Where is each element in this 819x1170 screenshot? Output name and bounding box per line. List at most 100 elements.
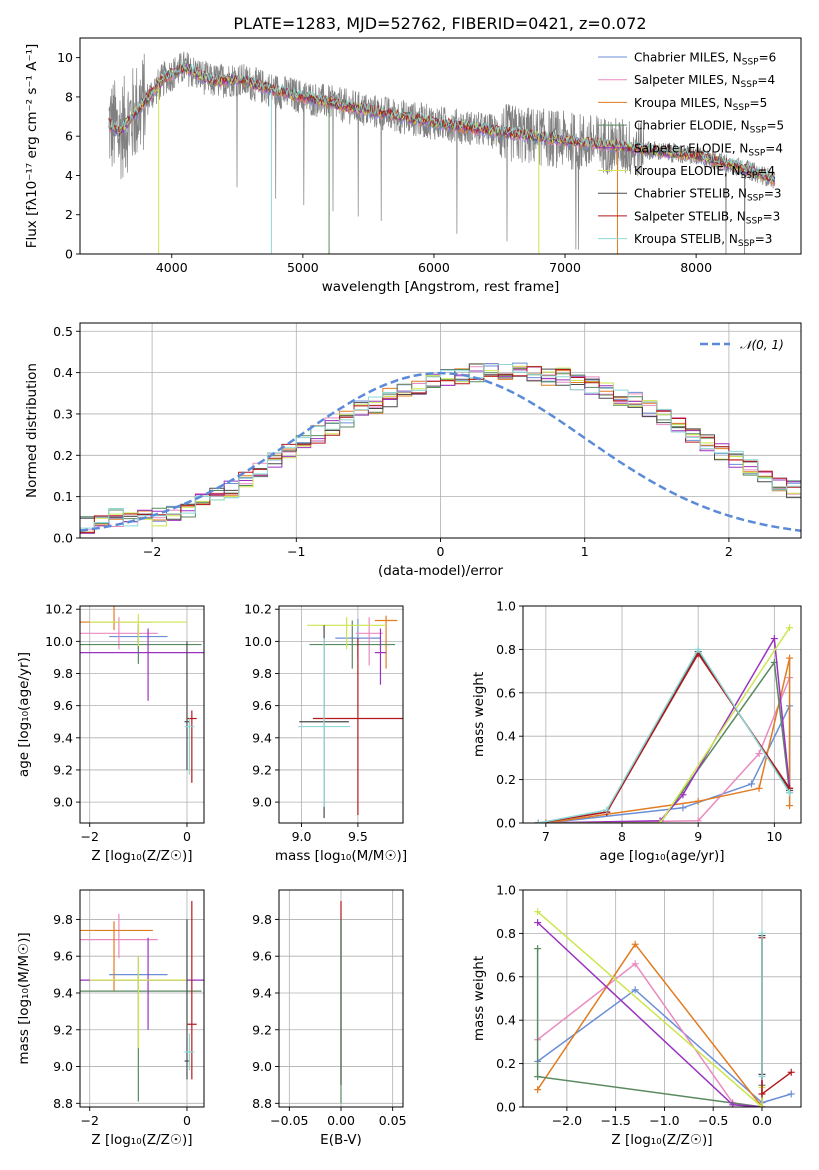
legend-label: Salpeter ELODIE, NSSP=4 — [634, 141, 783, 158]
x-tick-label: −2 — [143, 544, 161, 559]
y-tick-label: 9.4 — [252, 730, 272, 745]
normal-legend-label: 𝒩(0, 1) — [740, 338, 784, 352]
weight-marker-salpeter-elodie — [770, 635, 778, 643]
x-tick-label: −2.0 — [552, 1113, 582, 1128]
y-tick-label: 0.5 — [53, 324, 73, 339]
weight-marker-kroupa-miles — [755, 784, 763, 792]
weight-marker-chabrier-miles — [679, 804, 687, 812]
weight-line-chabrier-miles — [537, 988, 792, 1104]
weight-marker-salpeter-stelib — [758, 1090, 766, 1098]
x-tick-label: −1.0 — [649, 1113, 679, 1128]
legend-label: Salpeter STELIB, NSSP=3 — [634, 209, 780, 226]
y-tick-label: 8.8 — [53, 1096, 73, 1111]
weight-marker-kroupa-elodie — [656, 819, 664, 823]
normal-curve — [80, 371, 801, 533]
mass_age-plot-area — [298, 615, 403, 819]
y-tick-label: 9.2 — [252, 762, 272, 777]
legend-label: Kroupa STELIB, NSSP=3 — [634, 232, 772, 249]
x-tick-label: 8000 — [680, 260, 712, 275]
x-tick-label: 0.0 — [752, 1113, 772, 1128]
legend-label: Kroupa MILES, NSSP=5 — [634, 96, 767, 113]
x-tick-label: 1 — [581, 544, 589, 559]
mass_age-frame — [278, 605, 404, 824]
x-tick-label: 8 — [618, 829, 626, 844]
weight-marker-kroupa-stelib — [758, 929, 766, 937]
y-tick-label: 9.2 — [252, 1022, 272, 1037]
y-tick-label: 10.0 — [45, 634, 73, 649]
y-axis-label: mass weight — [471, 956, 487, 1041]
weight-marker-kroupa-stelib — [786, 789, 794, 797]
y-tick-label: 8 — [65, 89, 73, 104]
y-tick-label: 9.6 — [252, 949, 272, 964]
y-tick-label: 0.4 — [53, 365, 73, 380]
y-tick-label: 9.4 — [252, 985, 272, 1000]
weight-marker-chabrier-miles — [631, 986, 639, 994]
spectrum-axes: 4000 5000 6000 7000 8000 0 2 4 6 8 10 wavelength [A… — [24, 44, 712, 295]
x-tick-label: −0.5 — [698, 1113, 728, 1128]
y-tick-label: 9.8 — [252, 912, 272, 927]
spectrum-frame — [79, 37, 802, 255]
weight-marker-chabrier-elodie — [534, 945, 542, 953]
Z_weight-frame — [522, 889, 802, 1108]
weight-marker-kroupa-miles — [534, 1086, 542, 1094]
y-tick-label: 10.0 — [244, 634, 272, 649]
model-line-kroupa-stelib — [108, 60, 775, 181]
x-tick-label: 0 — [183, 829, 191, 844]
weight-marker-kroupa-miles — [786, 654, 794, 662]
y-tick-label: 9.6 — [53, 949, 73, 964]
y-tick-label: 9.0 — [252, 795, 272, 810]
y-tick-label: 0.8 — [496, 926, 516, 941]
x-tick-label: 6000 — [418, 260, 450, 275]
y-tick-label: 1.0 — [496, 599, 516, 614]
age_weight-plot-area — [534, 624, 794, 823]
x-axis-label: E(B-V) — [320, 1132, 362, 1148]
y-tick-label: 9.0 — [53, 795, 73, 810]
figure-title: PLATE=1283, MJD=52762, FIBERID=0421, z=0… — [233, 14, 646, 33]
y-tick-label: 8.8 — [252, 1096, 272, 1111]
residuals-frame — [79, 322, 802, 539]
y-tick-label: 0 — [65, 247, 73, 262]
y-tick-label: 9.0 — [53, 1059, 73, 1074]
y-axis-label: mass weight — [471, 672, 487, 757]
weight-marker-kroupa-miles — [631, 940, 639, 948]
Z_age-plot-area — [80, 606, 204, 783]
y-tick-label: 0.0 — [53, 531, 73, 546]
y-axis-label: mass [log₁₀(M/M☉)] — [16, 932, 32, 1064]
Z_mass-plot-area — [80, 901, 204, 1102]
spectrum-plot-area — [108, 51, 776, 254]
x-tick-label: 7000 — [549, 260, 581, 275]
y-tick-label: 10 — [57, 50, 73, 65]
weight-marker-chabrier-miles — [747, 780, 755, 788]
y-tick-label: 9.6 — [252, 698, 272, 713]
EBV_mass-frame — [278, 889, 404, 1108]
weight-marker-salpeter-miles — [631, 960, 639, 968]
x-tick-label: 5000 — [287, 260, 319, 275]
y-tick-label: 0.2 — [496, 772, 516, 787]
y-tick-label: 9.8 — [53, 912, 73, 927]
weight-marker-kroupa-stelib — [534, 819, 542, 823]
weight-marker-kroupa-miles — [542, 819, 550, 823]
legend-label: Chabrier ELODIE, NSSP=5 — [634, 119, 784, 136]
weight-line-kroupa-elodie — [538, 627, 791, 823]
weight-line-chabrier-elodie — [538, 660, 791, 823]
x-tick-label: 10 — [766, 829, 782, 844]
y-tick-label: 9.2 — [53, 762, 73, 777]
y-tick-label: 2 — [65, 207, 73, 222]
x-tick-label: −1 — [287, 544, 305, 559]
y-tick-label: 9.8 — [53, 666, 73, 681]
x-tick-label: 4000 — [156, 260, 188, 275]
weight-marker-kroupa-miles — [786, 802, 794, 810]
x-tick-label: 9 — [694, 829, 702, 844]
x-tick-label: 0 — [437, 544, 445, 559]
x-tick-label: 0.00 — [327, 1113, 355, 1128]
y-tick-label: 9.6 — [53, 698, 73, 713]
y-tick-label: 0.6 — [496, 969, 516, 984]
weight-marker-chabrier-miles — [787, 1090, 795, 1098]
weight-marker-chabrier-elodie — [534, 1073, 542, 1081]
y-tick-label: 6 — [65, 129, 73, 144]
Z_age-frame — [79, 605, 205, 824]
x-tick-label: 9.0 — [292, 829, 312, 844]
y-tick-label: 0.2 — [496, 1056, 516, 1071]
weight-marker-kroupa-miles — [694, 797, 702, 805]
